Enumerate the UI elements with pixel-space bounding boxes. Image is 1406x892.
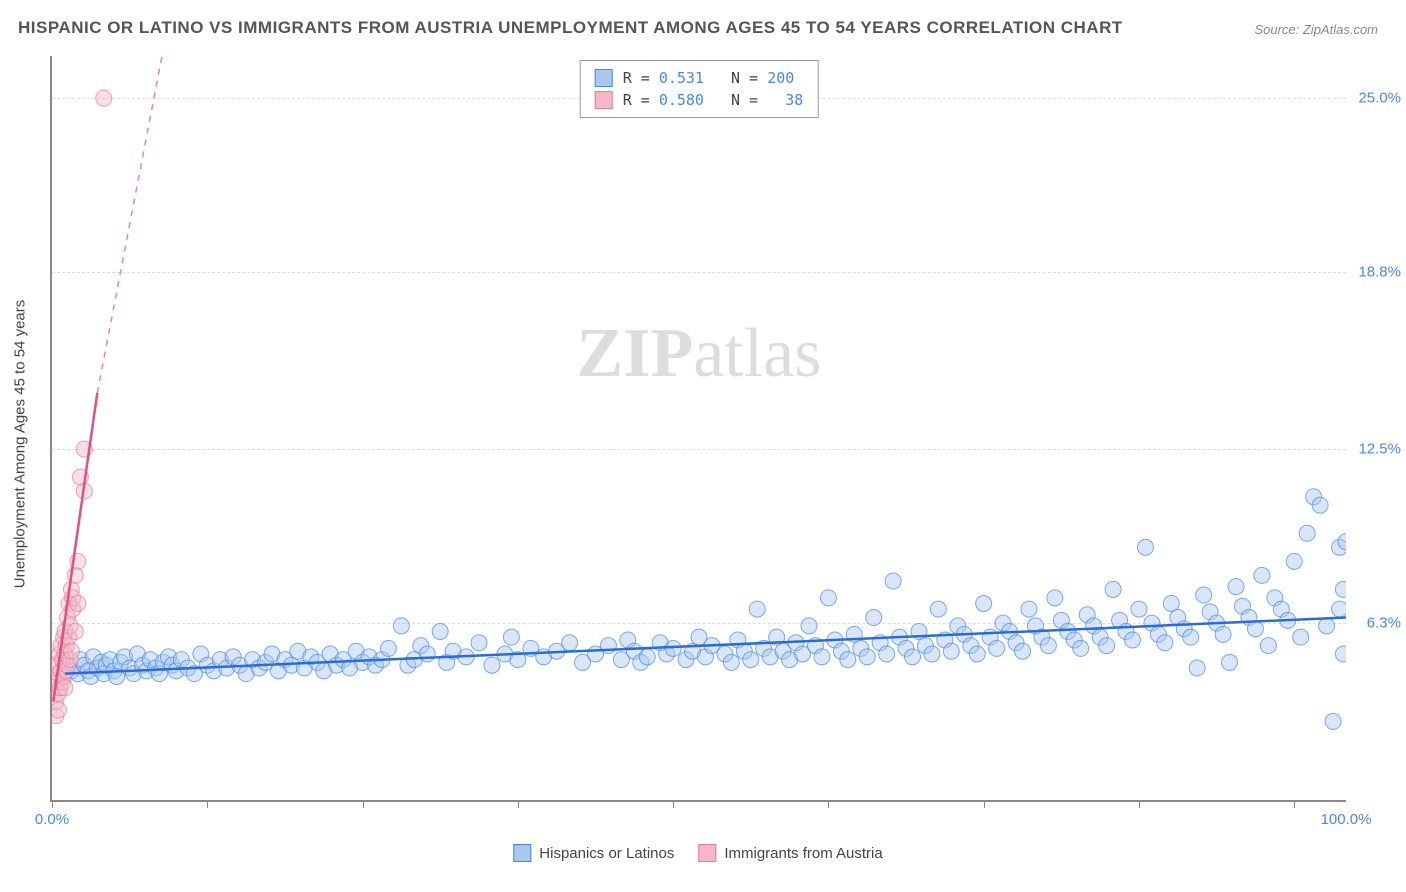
plot-container: Unemployment Among Ages 45 to 54 years Z…: [50, 56, 1346, 832]
legend-stat-pink: R = 0.580 N = 38: [623, 91, 804, 109]
chart-svg: [52, 56, 1346, 800]
legend-swatch-pink-bottom: [698, 844, 716, 862]
x-tick-mark: [828, 800, 829, 808]
x-tick-label: 0.0%: [35, 811, 69, 828]
y-tick-label: 12.5%: [1351, 441, 1401, 458]
legend-item-pink: Immigrants from Austria: [698, 844, 882, 862]
x-tick-label: 100.0%: [1321, 811, 1372, 828]
legend-stat-blue: R = 0.531 N = 200: [623, 69, 795, 87]
x-tick-mark: [1294, 800, 1295, 808]
legend-label-blue: Hispanics or Latinos: [539, 845, 674, 862]
x-tick-mark: [207, 800, 208, 808]
legend-label-pink: Immigrants from Austria: [724, 845, 882, 862]
source-label: Source: ZipAtlas.com: [1254, 22, 1378, 37]
y-tick-label: 6.3%: [1351, 615, 1401, 632]
x-tick-mark: [363, 800, 364, 808]
x-tick-mark: [673, 800, 674, 808]
x-tick-mark: [1139, 800, 1140, 808]
series-legend: Hispanics or Latinos Immigrants from Aus…: [513, 844, 882, 862]
legend-swatch-pink: [595, 91, 613, 109]
plot-area: ZIPatlas R = 0.531 N = 200 R = 0.580 N =…: [50, 56, 1346, 802]
x-tick-mark: [52, 800, 53, 808]
x-tick-mark: [518, 800, 519, 808]
legend-item-blue: Hispanics or Latinos: [513, 844, 674, 862]
legend-row-blue: R = 0.531 N = 200: [595, 67, 804, 89]
legend-row-pink: R = 0.580 N = 38: [595, 89, 804, 111]
y-axis-label: Unemployment Among Ages 45 to 54 years: [12, 300, 29, 589]
legend-swatch-blue-bottom: [513, 844, 531, 862]
legend-swatch-blue: [595, 69, 613, 87]
y-tick-label: 18.8%: [1351, 264, 1401, 281]
correlation-legend: R = 0.531 N = 200 R = 0.580 N = 38: [580, 60, 819, 118]
chart-title: HISPANIC OR LATINO VS IMMIGRANTS FROM AU…: [18, 18, 1123, 38]
y-tick-label: 25.0%: [1351, 90, 1401, 107]
x-tick-mark: [984, 800, 985, 808]
